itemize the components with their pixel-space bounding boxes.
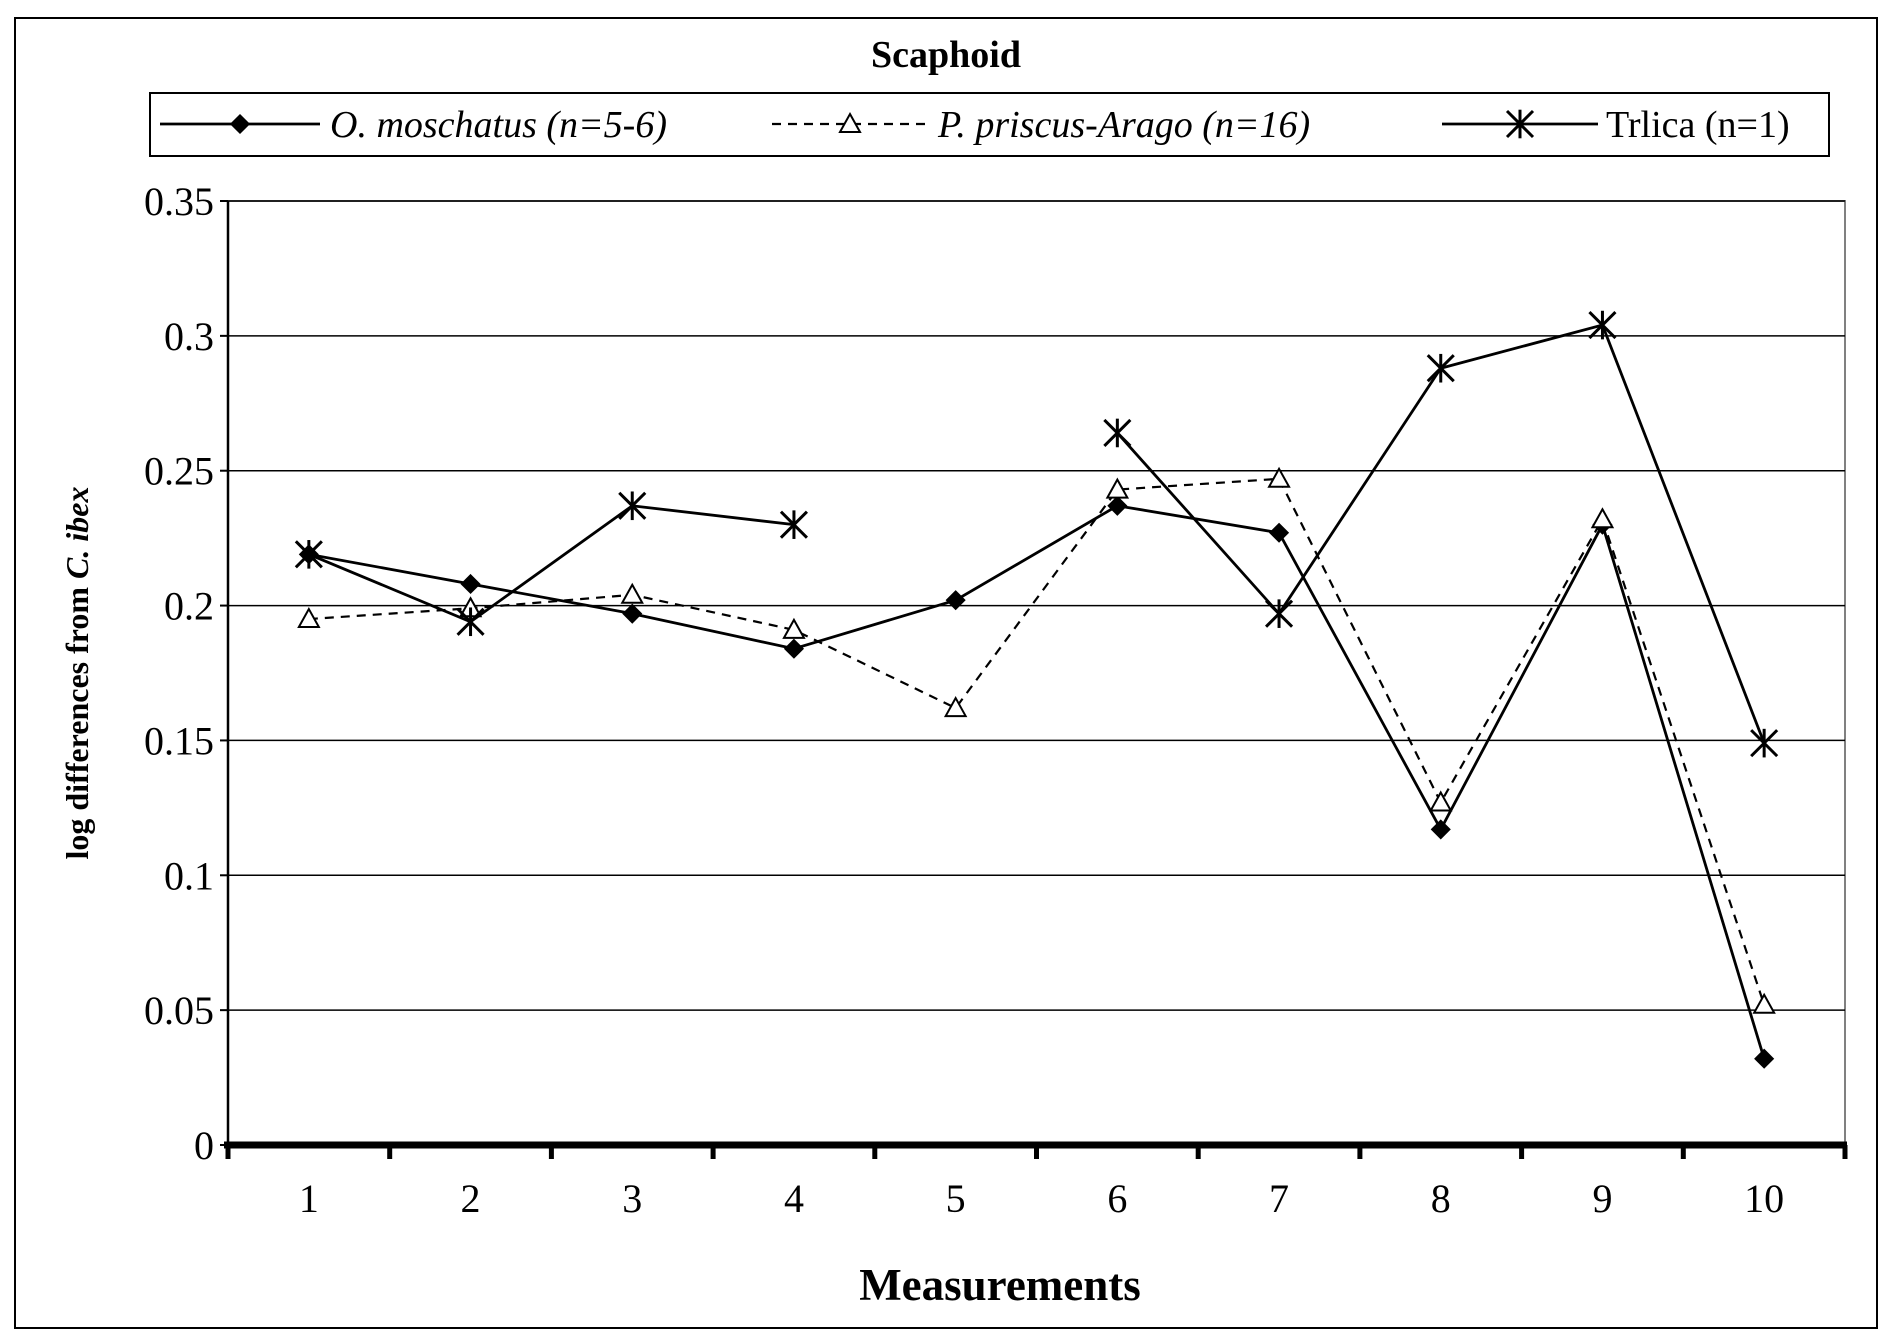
y-tick-label: 0.25 bbox=[144, 449, 214, 494]
point-ppri bbox=[1267, 466, 1291, 488]
point-omos bbox=[460, 573, 481, 595]
y-tick-label: 0.2 bbox=[164, 584, 214, 629]
x-tick-label: 4 bbox=[784, 1176, 804, 1221]
point-trlica bbox=[1750, 728, 1779, 758]
legend-label-italic: P. priscus-Arago (n=16) bbox=[937, 104, 1310, 146]
legend-label-plain: Trlica (n=1) bbox=[1606, 104, 1790, 146]
x-tick-label: 1 bbox=[299, 1176, 319, 1221]
legend-item-ppri: P. priscus-Arago (n=16) bbox=[772, 104, 1310, 146]
y-axis-label-prefix: log differences from bbox=[59, 579, 95, 860]
gridlines bbox=[228, 200, 1845, 1011]
y-tick-label: 0.1 bbox=[164, 853, 214, 898]
point-ppri bbox=[782, 617, 806, 639]
point-trlica bbox=[779, 510, 809, 539]
point-omos bbox=[1754, 1048, 1775, 1069]
point-ppri bbox=[1752, 992, 1776, 1014]
legend-label: Trlica (n=1) bbox=[1606, 104, 1790, 146]
point-trlica bbox=[294, 540, 323, 569]
point-trlica bbox=[456, 607, 485, 637]
y-axis-label-italic: C. ibex bbox=[59, 487, 95, 579]
legend-label: P. priscus-Arago (n=16) bbox=[937, 104, 1310, 146]
series-trlica bbox=[294, 310, 1779, 758]
plot-area bbox=[227, 200, 1846, 1146]
point-ppri bbox=[1105, 477, 1130, 499]
legend-label-italic: O. moschatus (n=5-6) bbox=[330, 104, 667, 146]
chart-title: Scaphoid bbox=[871, 34, 1021, 76]
point-ppri bbox=[943, 696, 968, 718]
x-tick-label: 2 bbox=[461, 1176, 481, 1221]
y-tick-label: 0.05 bbox=[144, 988, 214, 1033]
x-tick-label: 5 bbox=[946, 1176, 966, 1221]
series-layer bbox=[294, 310, 1779, 1069]
legend-marker bbox=[1505, 109, 1535, 139]
point-trlica bbox=[618, 491, 647, 521]
x-axis-label: Measurements bbox=[859, 1260, 1141, 1310]
series-line-ppri bbox=[308, 477, 1766, 1006]
y-tick-label: 0.35 bbox=[144, 179, 214, 224]
legend-marker bbox=[838, 111, 862, 133]
legend-label: O. moschatus (n=5-6) bbox=[330, 104, 667, 146]
series-line-omos bbox=[308, 504, 1766, 1060]
point-trlica bbox=[1103, 418, 1132, 448]
x-axis: 1 2 3 4 5 6 7 8 9 10 bbox=[224, 1141, 1848, 1221]
point-ppri bbox=[297, 606, 321, 629]
point-omos bbox=[945, 590, 966, 611]
point-ppri bbox=[620, 582, 644, 604]
legend-marker bbox=[229, 113, 251, 135]
point-trlica bbox=[1426, 353, 1455, 383]
x-tick-label: 10 bbox=[1744, 1176, 1784, 1221]
point-ppri bbox=[1429, 790, 1453, 812]
y-axis-label: log differences from C. ibex bbox=[59, 487, 95, 860]
y-tick-label: 0.15 bbox=[144, 718, 214, 763]
y-tick-label: 0 bbox=[194, 1123, 214, 1168]
legend-item-omos: O. moschatus (n=5-6) bbox=[160, 104, 667, 146]
x-tick-label: 8 bbox=[1431, 1176, 1451, 1221]
y-axis: 0 0.05 0.1 0.15 0.2 0.25 0.3 0.35 bbox=[144, 179, 230, 1168]
x-tick-label: 9 bbox=[1592, 1176, 1612, 1221]
point-omos bbox=[783, 638, 805, 659]
point-omos bbox=[1107, 495, 1128, 516]
y-tick-label: 0.3 bbox=[164, 314, 214, 359]
point-trlica bbox=[1588, 310, 1617, 340]
legend: O. moschatus (n=5-6) P. priscus-Arago (n=… bbox=[160, 104, 1790, 146]
series-ppri bbox=[297, 466, 1776, 1014]
x-tick-label: 6 bbox=[1107, 1176, 1127, 1221]
legend-item-trlica: Trlica (n=1) bbox=[1442, 104, 1790, 146]
point-omos bbox=[622, 603, 643, 624]
point-omos bbox=[1268, 522, 1290, 543]
point-ppri bbox=[1590, 507, 1615, 529]
x-tick-label: 3 bbox=[622, 1176, 642, 1221]
point-trlica bbox=[1264, 599, 1294, 628]
x-tick-label: 7 bbox=[1269, 1176, 1289, 1221]
point-omos bbox=[1430, 819, 1451, 840]
series-line-trlica bbox=[308, 504, 795, 624]
